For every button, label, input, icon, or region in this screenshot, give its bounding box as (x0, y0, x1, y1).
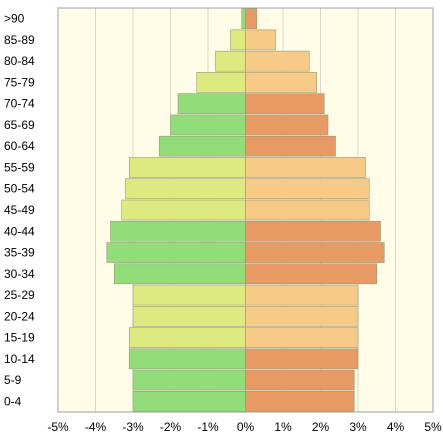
bar-left-6 (158, 135, 246, 157)
x-tick-label-1: -4% (85, 420, 107, 434)
y-tick-label-8: 50-54 (4, 182, 35, 196)
bar-right-16 (245, 348, 359, 370)
y-tick-label-13: 25-29 (4, 288, 35, 302)
bar-left-11 (106, 242, 246, 263)
bar-right-9 (245, 199, 370, 221)
bar-right-10 (245, 220, 381, 242)
bar-right-6 (245, 135, 336, 157)
x-tick-label-3: -2% (160, 420, 182, 434)
y-tick-label-12: 30-34 (4, 267, 35, 281)
bar-right-2 (245, 50, 310, 72)
bar-right-4 (245, 93, 325, 115)
bar-left-9 (121, 199, 246, 221)
bar-right-5 (245, 114, 329, 136)
bar-right-11 (245, 242, 385, 263)
y-tick-label-10: 40-44 (4, 224, 35, 238)
bar-left-18 (132, 391, 246, 412)
bar-right-3 (245, 72, 318, 93)
bar-right-1 (245, 29, 276, 51)
bar-left-14 (132, 305, 246, 327)
plot-border (57, 7, 434, 413)
y-tick-label-4: 70-74 (4, 97, 35, 111)
y-tick-label-5: 65-69 (4, 118, 35, 132)
bar-right-12 (245, 263, 378, 285)
bar-left-0 (241, 8, 246, 29)
bar-left-15 (128, 327, 246, 348)
bar-left-8 (125, 178, 246, 200)
x-tick-label-9: 4% (387, 420, 405, 434)
y-tick-label-1: 85-89 (4, 33, 35, 47)
x-tick-label-5: 0% (237, 420, 255, 434)
x-tick-label-10: 5% (424, 420, 442, 434)
x-tick-label-8: 3% (349, 420, 367, 434)
bar-left-3 (196, 72, 246, 93)
bar-left-10 (110, 220, 246, 242)
bar-left-2 (215, 50, 246, 72)
y-tick-label-11: 35-39 (4, 246, 35, 260)
y-tick-label-17: 5-9 (4, 373, 22, 387)
y-tick-label-18: 0-4 (4, 394, 22, 408)
x-tick-label-2: -3% (122, 420, 144, 434)
bar-left-5 (170, 114, 246, 136)
bar-right-15 (245, 327, 359, 348)
bar-left-17 (132, 369, 246, 391)
x-tick-label-0: -5% (47, 420, 69, 434)
bar-right-7 (245, 157, 366, 178)
bar-right-17 (245, 369, 355, 391)
x-tick-label-6: 1% (274, 420, 292, 434)
bar-right-13 (245, 284, 359, 306)
y-tick-label-0: >90 (4, 12, 25, 26)
bar-left-1 (230, 29, 246, 51)
bar-right-0 (245, 8, 258, 29)
y-tick-label-9: 45-49 (4, 203, 35, 217)
y-tick-label-14: 20-24 (4, 309, 35, 323)
y-tick-label-6: 60-64 (4, 139, 35, 153)
bar-right-8 (245, 178, 370, 200)
y-tick-label-2: 80-84 (4, 54, 35, 68)
bar-left-7 (128, 157, 246, 178)
y-tick-label-7: 55-59 (4, 160, 35, 174)
y-tick-label-16: 10-14 (4, 352, 35, 366)
y-tick-label-3: 75-79 (4, 75, 35, 89)
bar-left-13 (132, 284, 246, 306)
bar-right-18 (245, 391, 355, 412)
bar-left-4 (177, 93, 246, 115)
bar-left-16 (128, 348, 246, 370)
bar-left-12 (113, 263, 246, 285)
y-tick-label-15: 15-19 (4, 331, 35, 345)
x-tick-label-7: 2% (312, 420, 330, 434)
x-tick-label-4: -1% (197, 420, 219, 434)
bar-right-14 (245, 305, 359, 327)
